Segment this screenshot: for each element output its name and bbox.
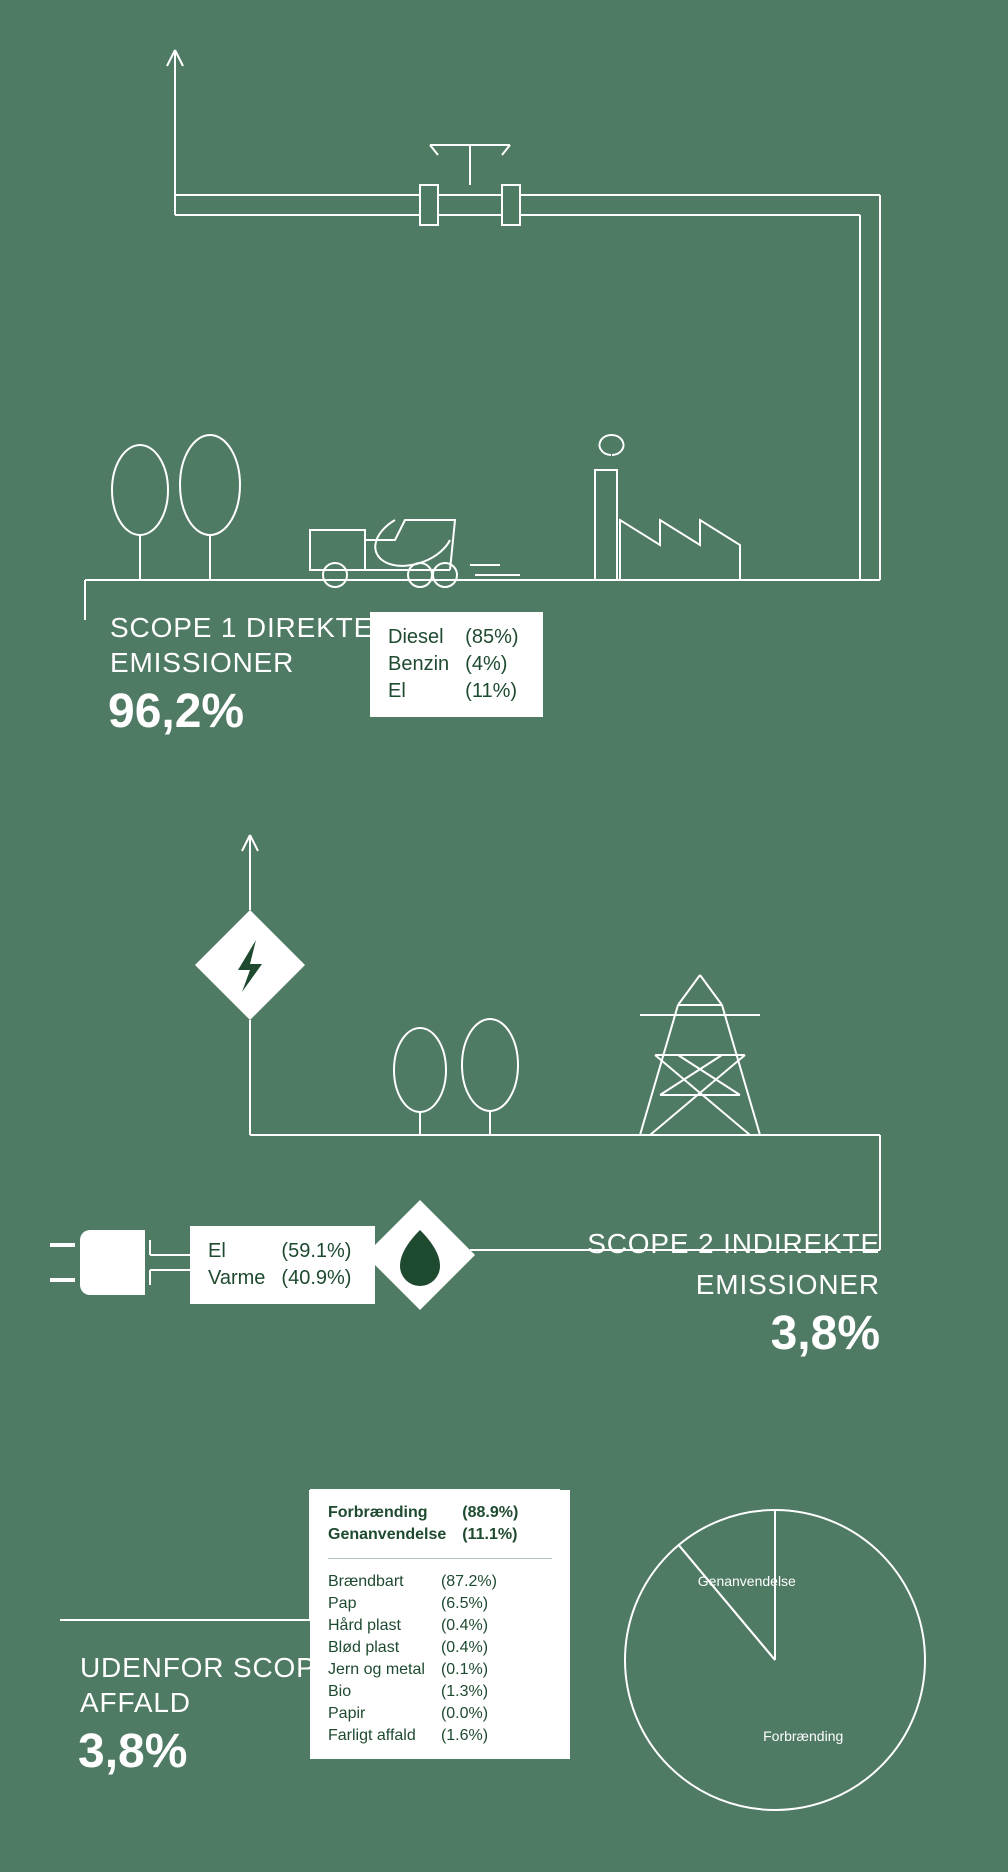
breakdown-row: Papir(0.0%)	[328, 1703, 503, 1725]
breakdown-label: Bio	[328, 1681, 431, 1703]
breakdown-row: Pap(6.5%)	[328, 1593, 503, 1615]
scope2-breakdown-table: El(59.1%)Varme(40.9%)	[208, 1238, 357, 1292]
scope2-pct: 3,8%	[771, 1306, 880, 1361]
breakdown-pct: (6.5%)	[431, 1593, 503, 1615]
breakdown-label: Diesel	[388, 624, 455, 651]
breakdown-label: Pap	[328, 1593, 431, 1615]
breakdown-row: Brændbart(87.2%)	[328, 1571, 503, 1593]
breakdown-row: Genanvendelse(11.1%)	[328, 1524, 524, 1546]
breakdown-pct: (0.4%)	[431, 1615, 503, 1637]
scope2-title-line1: SCOPE 2 INDIREKTE	[587, 1226, 880, 1261]
breakdown-label: Varme	[208, 1265, 271, 1292]
breakdown-label: Blød plast	[328, 1637, 431, 1659]
outside-top-table: Forbrænding(88.9%)Genanvendelse(11.1%)	[328, 1502, 524, 1546]
outside-pct: 3,8%	[78, 1724, 187, 1779]
scope1-lineart	[0, 0, 1008, 620]
divider	[328, 1558, 552, 1559]
emissions-infographic: SCOPE 1 DIREKTE EMISSIONER 96,2% Diesel(…	[0, 0, 1008, 1872]
scope2-breakdown-box: El(59.1%)Varme(40.9%)	[190, 1226, 375, 1304]
scope1-breakdown-box: Diesel(85%)Benzin(4%)El(11%)	[370, 612, 543, 717]
scope1-title-line1: SCOPE 1 DIREKTE	[110, 610, 373, 645]
scope1-pct: 96,2%	[108, 684, 244, 739]
breakdown-pct: (0.0%)	[431, 1703, 503, 1725]
outside-title-line2: AFFALD	[80, 1685, 335, 1720]
scope1-title: SCOPE 1 DIREKTE EMISSIONER	[110, 610, 373, 680]
scope1-breakdown-table: Diesel(85%)Benzin(4%)El(11%)	[388, 624, 525, 705]
breakdown-pct: (0.1%)	[431, 1659, 503, 1681]
breakdown-label: Papir	[328, 1703, 431, 1725]
breakdown-label: Jern og metal	[328, 1659, 431, 1681]
breakdown-label: Genanvendelse	[328, 1524, 452, 1546]
breakdown-row: Blød plast(0.4%)	[328, 1637, 503, 1659]
breakdown-label: El	[208, 1238, 271, 1265]
breakdown-row: Farligt affald(1.6%)	[328, 1725, 503, 1747]
pie-slice-label: Genanvendelse	[698, 1573, 796, 1589]
scope1-title-line2: EMISSIONER	[110, 645, 373, 680]
outside-title: UDENFOR SCOPE AFFALD	[80, 1650, 335, 1720]
breakdown-row: El(11%)	[388, 678, 525, 705]
breakdown-label: El	[388, 678, 455, 705]
breakdown-pct: (87.2%)	[431, 1571, 503, 1593]
breakdown-row: Hård plast(0.4%)	[328, 1615, 503, 1637]
breakdown-pct: (1.6%)	[431, 1725, 503, 1747]
breakdown-row: El(59.1%)	[208, 1238, 357, 1265]
breakdown-pct: (11%)	[455, 678, 524, 705]
breakdown-pct: (40.9%)	[271, 1265, 357, 1292]
outside-title-line1: UDENFOR SCOPE	[80, 1650, 335, 1685]
waste-pie-chart: Forbrænding Genanvendelse	[605, 1490, 965, 1850]
breakdown-row: Benzin(4%)	[388, 651, 525, 678]
breakdown-pct: (4%)	[455, 651, 524, 678]
breakdown-label: Hård plast	[328, 1615, 431, 1637]
breakdown-row: Bio(1.3%)	[328, 1681, 503, 1703]
scope2-title-line2: EMISSIONER	[587, 1267, 880, 1302]
pie-slice-label: Forbrænding	[763, 1728, 843, 1744]
breakdown-row: Diesel(85%)	[388, 624, 525, 651]
breakdown-label: Forbrænding	[328, 1502, 452, 1524]
outside-bottom-table: Brændbart(87.2%)Pap(6.5%)Hård plast(0.4%…	[328, 1571, 503, 1747]
breakdown-pct: (88.9%)	[452, 1502, 524, 1524]
scope2-title: SCOPE 2 INDIREKTE EMISSIONER	[587, 1226, 880, 1302]
breakdown-label: Farligt affald	[328, 1725, 431, 1747]
breakdown-label: Benzin	[388, 651, 455, 678]
breakdown-row: Jern og metal(0.1%)	[328, 1659, 503, 1681]
outside-breakdown-box: Forbrænding(88.9%)Genanvendelse(11.1%) Br…	[310, 1490, 570, 1759]
breakdown-pct: (0.4%)	[431, 1637, 503, 1659]
breakdown-row: Varme(40.9%)	[208, 1265, 357, 1292]
breakdown-pct: (1.3%)	[431, 1681, 503, 1703]
breakdown-pct: (11.1%)	[452, 1524, 524, 1546]
breakdown-pct: (59.1%)	[271, 1238, 357, 1265]
breakdown-row: Forbrænding(88.9%)	[328, 1502, 524, 1524]
breakdown-pct: (85%)	[455, 624, 524, 651]
breakdown-label: Brændbart	[328, 1571, 431, 1593]
